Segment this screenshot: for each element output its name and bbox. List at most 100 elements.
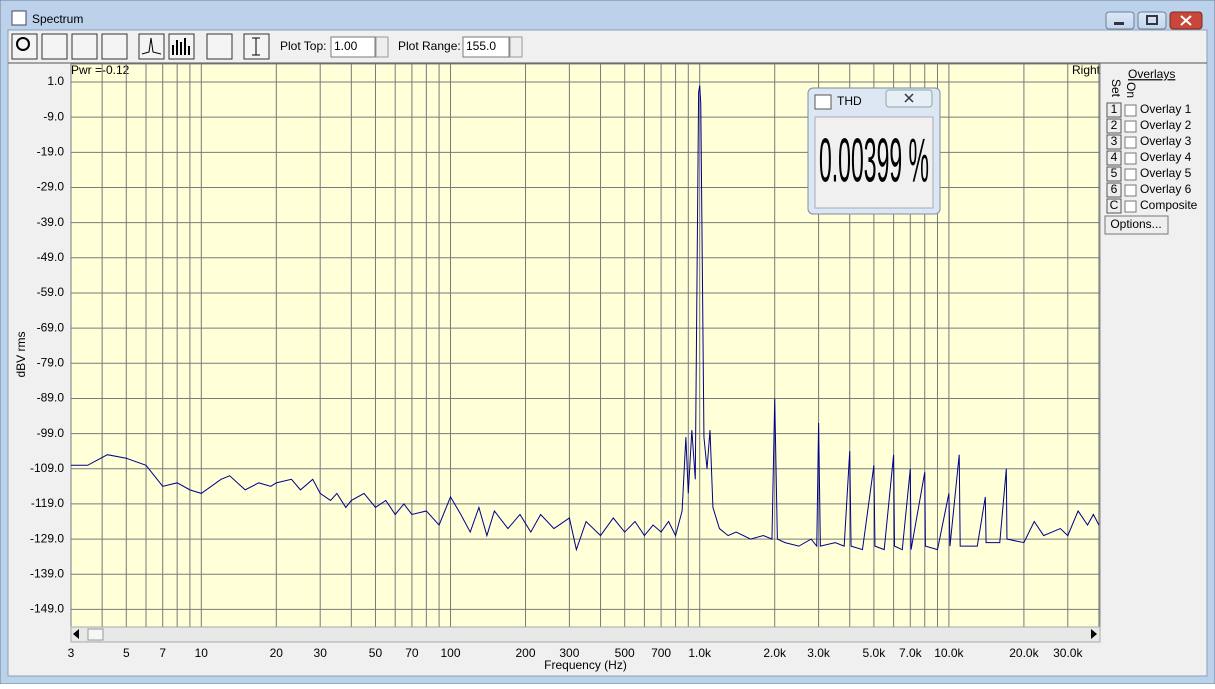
y-tick-label: -9.0: [43, 109, 64, 123]
thd-icon: [814, 94, 832, 110]
x-tick-label: 500: [615, 646, 635, 660]
y-tick-label: -69.0: [37, 320, 65, 334]
overlay-checkbox[interactable]: [1124, 136, 1137, 149]
settings-button[interactable]: [206, 33, 233, 60]
thd-display: [814, 116, 934, 209]
overlay-label: Overlay 2: [1140, 118, 1192, 132]
scroll-thumb[interactable]: [87, 628, 104, 641]
overlays-panel: Overlays Set On Options... 1 Overlay 1 2 Ov…: [1104, 67, 1198, 235]
window-title: Spectrum: [32, 12, 83, 26]
zoom-full-button[interactable]: [101, 33, 128, 60]
x-tick-label: 700: [651, 646, 671, 660]
horizontal-scrollbar[interactable]: [70, 626, 1101, 643]
y-tick-label: -129.0: [30, 531, 64, 545]
app-icon: [11, 10, 27, 26]
overlay-label: Overlay 1: [1140, 102, 1192, 116]
scroll-right-arrow[interactable]: [1091, 629, 1097, 639]
line-mode-button[interactable]: [138, 33, 165, 60]
overlays-title: Overlays: [1128, 67, 1175, 81]
set-label: Set: [1109, 79, 1123, 98]
overlay-checkbox[interactable]: [1124, 200, 1137, 213]
overlay-set-label: 6: [1111, 182, 1118, 196]
overlay-set-label: 2: [1111, 118, 1118, 132]
overlay-checkbox[interactable]: [1124, 184, 1137, 197]
y-tick-label: -119.0: [31, 496, 64, 510]
zoom-icon: [16, 37, 30, 51]
overlay-checkbox[interactable]: [1124, 120, 1137, 133]
maximize-icon: [1146, 15, 1158, 25]
overlay-set-label: 4: [1111, 150, 1118, 164]
options-label: Options...: [1110, 217, 1161, 231]
overlay-set-label: 1: [1111, 102, 1118, 116]
scroll-left-arrow[interactable]: [73, 629, 79, 639]
overlay-set-button[interactable]: [1106, 150, 1122, 166]
plot-range-value: 155.0: [466, 39, 496, 53]
overlay-set-button[interactable]: [1106, 118, 1122, 134]
plot-area: Pwr =-0.12 Right 3 5 7 10 20 30 50 70 100 200 300 500…: [14, 63, 1100, 672]
x-tick-label: 2.0k: [763, 646, 787, 660]
overlay-set-button[interactable]: [1106, 102, 1122, 118]
y-tick-label: -29.0: [37, 180, 65, 194]
y-tick-label: -99.0: [37, 426, 65, 440]
y-tick-label: -19.0: [37, 144, 65, 158]
x-tick-label: 5.0k: [863, 646, 887, 660]
close-icon: [1180, 15, 1192, 26]
x-tick-label: 100: [440, 646, 460, 660]
zoom-out-button[interactable]: [71, 33, 98, 60]
x-tick-label: 5: [123, 646, 130, 660]
overlay-label: Overlay 3: [1140, 134, 1192, 148]
overlay-label: Overlay 4: [1140, 150, 1192, 164]
x-tick-label: 1.0k: [688, 646, 712, 660]
on-label: On: [1124, 82, 1138, 98]
plot-background: [70, 63, 1101, 628]
overlay-set-label: 5: [1111, 166, 1118, 180]
y-tick-label: -79.0: [37, 355, 65, 369]
overlay-checkbox[interactable]: [1124, 104, 1137, 117]
range-icon: [252, 37, 260, 56]
zoom-in-button[interactable]: [41, 33, 68, 60]
overlay-label: Composite: [1140, 198, 1198, 212]
y-tick-label: -139.0: [30, 566, 64, 580]
line-icon: [141, 37, 162, 55]
y-tick-label: -59.0: [37, 285, 65, 299]
plot-top-label: Plot Top:: [280, 39, 326, 53]
y-tick-label: -149.0: [30, 602, 64, 616]
overlay-set-label: 3: [1111, 134, 1118, 148]
plot-range-label: Plot Range:: [398, 39, 461, 53]
plot-range-input[interactable]: [462, 36, 510, 58]
overlay-set-button[interactable]: [1106, 198, 1122, 214]
x-tick-label: 30.0k: [1053, 646, 1083, 660]
x-tick-label: 30: [314, 646, 328, 660]
x-tick-label: 3.0k: [807, 646, 831, 660]
x-tick-label: 20.0k: [1009, 646, 1039, 660]
x-tick-label: 3: [68, 646, 75, 660]
overlay-set-label: C: [1110, 198, 1119, 212]
overlay-checkbox[interactable]: [1124, 152, 1137, 165]
plot-top-input[interactable]: [330, 36, 376, 58]
y-tick-label: -109.0: [30, 461, 64, 475]
overlay-label: Overlay 5: [1140, 166, 1192, 180]
overlay-set-button[interactable]: [1106, 182, 1122, 198]
y-axis-label: dBV rms: [14, 331, 28, 377]
overlay-set-button[interactable]: [1106, 166, 1122, 182]
plot-top-spinner[interactable]: [375, 36, 389, 58]
x-tick-label: 10: [195, 646, 209, 660]
y-tick-label: 1.0: [47, 74, 64, 88]
plot-top-value: 1.00: [334, 39, 358, 53]
bar-icon: [172, 38, 190, 55]
thd-value: 0.00399 %: [819, 126, 929, 195]
maximize-button[interactable]: [1137, 11, 1167, 30]
options-button[interactable]: [1104, 215, 1169, 235]
overlay-set-button[interactable]: [1106, 134, 1122, 150]
minimize-button[interactable]: [1105, 11, 1135, 30]
x-tick-label: 7: [159, 646, 166, 660]
x-tick-label: 70: [405, 646, 419, 660]
x-tick-label: 50: [369, 646, 383, 660]
overlay-checkbox[interactable]: [1124, 168, 1137, 181]
x-axis-label: Frequency (Hz): [544, 658, 627, 672]
x-tick-label: 7.0k: [899, 646, 923, 660]
plot-range-spinner[interactable]: [509, 36, 523, 58]
y-tick-label: -49.0: [37, 250, 65, 264]
x-tick-label: 200: [515, 646, 535, 660]
minimize-icon: [1114, 22, 1124, 25]
